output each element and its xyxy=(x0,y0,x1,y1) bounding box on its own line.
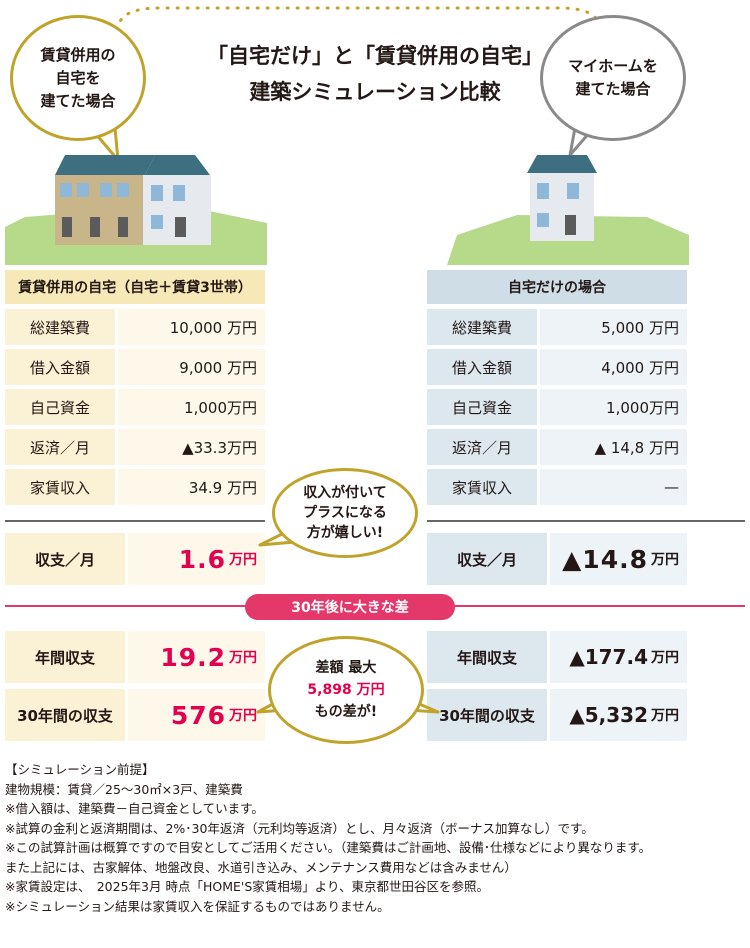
rental-panel-header: 賃貸併用の自宅（自宅＋賃貸3世帯） xyxy=(5,270,265,304)
home-row-equity: 自己資金 1,000万円 xyxy=(427,389,687,425)
bubble-left-line2: 自宅を xyxy=(55,68,101,87)
row-value: 10,000 万円 xyxy=(118,309,265,345)
row-value: 9,000 万円 xyxy=(118,349,265,385)
divider-right xyxy=(427,520,745,522)
rental-row-equity: 自己資金 1,000万円 xyxy=(5,389,265,425)
note-line: また上記には、古家解体、地盤改良、水道引き込み、メンテナンス費用などは含みません… xyxy=(5,859,517,875)
bubble-left-line3: 建てた場合 xyxy=(40,91,116,110)
big-value: 576 xyxy=(170,700,226,730)
left-scenario-bubble: 賃貸併用の自宅を建てた場合 xyxy=(10,15,146,141)
big-unit: 万円 xyxy=(651,650,679,666)
home-row-total: 総建築費 5,000 万円 xyxy=(427,309,687,345)
row-value: 34.9 万円 xyxy=(118,469,265,505)
big-value: ▲14.8 xyxy=(562,544,648,574)
rental-monthly-balance: 収支／月 1.6 万円 xyxy=(5,533,265,585)
row-label: 家賃収入 xyxy=(427,469,537,505)
home-monthly-balance: 収支／月 ▲14.8 万円 xyxy=(427,533,687,585)
title-line2: 建築シミュレーション比較 xyxy=(249,80,501,104)
page-title: 「自宅だけ」と「賃貸併用の自宅」 建築シミュレーション比較 xyxy=(150,38,600,110)
big-value: 1.6 xyxy=(178,544,226,574)
callout-income-line2: プラスになる xyxy=(303,505,387,521)
simulation-notes: 【シミュレーション前提】 建物規模：賃貸／25～30㎡×3戸、建築費 ※借入額は… xyxy=(5,760,750,916)
row-value: — xyxy=(540,469,687,505)
row-value: 4,000 万円 xyxy=(540,349,687,385)
home-row-loan: 借入金額 4,000 万円 xyxy=(427,349,687,385)
big-label: 収支／月 xyxy=(427,533,547,585)
rental-row-rent: 家賃収入 34.9 万円 xyxy=(5,469,265,505)
home-panel-header: 自宅だけの場合 xyxy=(427,270,687,304)
big-label: 30年間の収支 xyxy=(427,689,547,741)
single-house-illustration xyxy=(447,155,689,265)
rental-row-total: 総建築費 10,000 万円 xyxy=(5,309,265,345)
bubble-left-line1: 賃貸併用の xyxy=(40,45,116,64)
row-value: 5,000 万円 xyxy=(540,309,687,345)
big-value: ▲177.4 xyxy=(569,645,648,669)
row-label: 借入金額 xyxy=(5,349,115,385)
row-value: ▲ 14,8 万円 xyxy=(540,429,687,465)
big-unit: 万円 xyxy=(229,552,257,568)
row-label: 家賃収入 xyxy=(5,469,115,505)
big-unit: 万円 xyxy=(651,708,679,724)
rental-30year-balance: 30年間の収支 576 万円 xyxy=(5,689,265,741)
home-row-repayment: 返済／月 ▲ 14,8 万円 xyxy=(427,429,687,465)
callout-diff-line3: もの差が! xyxy=(314,704,378,720)
note-line: 建物規模：賃貸／25～30㎡×3戸、建築費 xyxy=(5,781,243,797)
big-label: 30年間の収支 xyxy=(5,689,125,741)
big-unit: 万円 xyxy=(229,708,257,724)
row-value: 1,000万円 xyxy=(540,389,687,425)
callout-income-bubble: 収入が付いて プラスになる 方が嬉しい! xyxy=(272,468,418,558)
row-value: ▲33.3万円 xyxy=(118,429,265,465)
callout-diff-bubble: 差額 最大 5,898 万円 もの差が! xyxy=(268,636,424,744)
rental-annual-balance: 年間収支 19.2 万円 xyxy=(5,631,265,683)
big-unit: 万円 xyxy=(229,650,257,666)
note-line: ※シミュレーション結果は家賃収入を保証するものではありません。 xyxy=(5,898,390,914)
row-label: 総建築費 xyxy=(5,309,115,345)
big-label: 収支／月 xyxy=(5,533,125,585)
home-30year-balance: 30年間の収支 ▲5,332 万円 xyxy=(427,689,687,741)
row-label: 返済／月 xyxy=(5,429,115,465)
row-value: 1,000万円 xyxy=(118,389,265,425)
divider-left xyxy=(5,520,265,522)
rental-row-repayment: 返済／月 ▲33.3万円 xyxy=(5,429,265,465)
home-row-rent: 家賃収入 — xyxy=(427,469,687,505)
big-value: ▲5,332 xyxy=(569,703,648,727)
note-line: ※試算の金利と返済期間は、2%･30年返済（元利均等返済）とし、月々返済（ボーナ… xyxy=(5,820,594,836)
note-line: ※家賃設定は、 2025年3月 時点「HOME'S家賃相場」より、東京都世田谷区… xyxy=(5,879,490,894)
row-label: 借入金額 xyxy=(427,349,537,385)
row-label: 自己資金 xyxy=(5,389,115,425)
row-label: 返済／月 xyxy=(427,429,537,465)
callout-income-line3: 方が嬉しい! xyxy=(306,525,384,541)
bubble-right-line1: マイホームを xyxy=(568,57,658,75)
right-scenario-bubble: マイホームを 建てた場合 xyxy=(540,15,686,141)
callout-income-line1: 収入が付いて xyxy=(303,485,387,501)
big-unit: 万円 xyxy=(651,552,679,568)
title-line1: 「自宅だけ」と「賃貸併用の自宅」 xyxy=(207,44,543,68)
note-line: ※この試算計画は概算ですので目安としてご活用ください。（建築費はご計画地、設備･… xyxy=(5,840,652,855)
home-annual-balance: 年間収支 ▲177.4 万円 xyxy=(427,631,687,683)
note-line: 【シミュレーション前提】 xyxy=(5,762,155,777)
big-value: 19.2 xyxy=(160,642,226,672)
big-label: 年間収支 xyxy=(5,631,125,683)
rental-row-loan: 借入金額 9,000 万円 xyxy=(5,349,265,385)
callout-diff-line1: 差額 最大 xyxy=(315,660,377,676)
row-label: 総建築費 xyxy=(427,309,537,345)
row-label: 自己資金 xyxy=(427,389,537,425)
rental-house-illustration xyxy=(5,155,267,265)
bubble-right-line2: 建てた場合 xyxy=(575,80,651,98)
big-label: 年間収支 xyxy=(427,631,547,683)
note-line: ※借入額は、建築費－自己資金としています。 xyxy=(5,801,264,816)
callout-diff-amount: 5,898 万円 xyxy=(307,682,385,698)
difference-pill: 30年後に大きな差 xyxy=(245,594,455,620)
